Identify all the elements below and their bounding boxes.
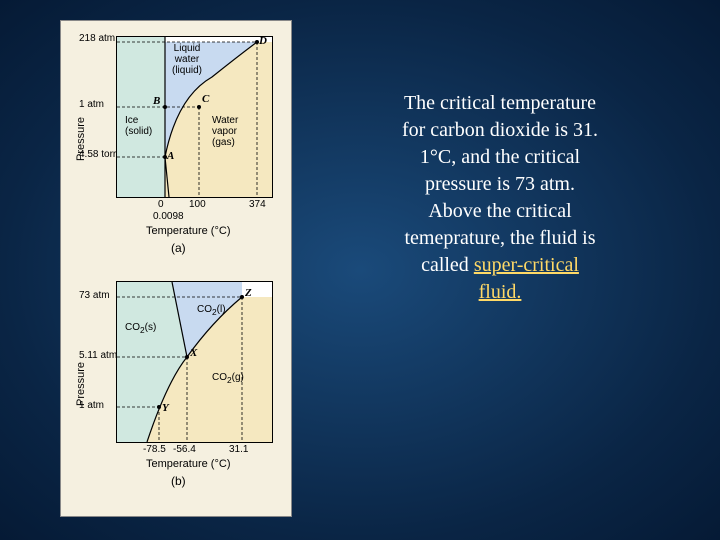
point-A: A [167,150,174,162]
xlabel-b: Temperature (°C) [146,458,230,470]
xtick-a-0: 0 [158,199,164,210]
solid-label-b: CO2(s) [125,322,156,335]
description-text: The critical temperature for carbon diox… [400,90,600,306]
xsub-a: 0.0098 [153,211,184,222]
gas-label-b: CO2(g) [212,372,244,385]
liquid-label-b: CO2(l) [197,304,226,317]
point-B: B [153,95,160,107]
xtick-b-0: -78.5 [143,444,166,455]
point-Z: Z [245,287,252,299]
point-D: D [259,35,267,47]
ylabel-a: Pressure [75,117,87,161]
ylabel-b: Pressure [75,362,87,406]
xtick-b-2: 31.1 [229,444,248,455]
ytick-a-1: 1 atm [79,99,104,110]
point-C: C [202,93,209,105]
co2-phase-diagram: CO2(s) CO2(l) CO2(g) X Y Z 73 atm 5.11 a… [71,276,281,506]
point-X: X [190,347,197,359]
point-Y: Y [162,402,169,414]
sublabel-a: (a) [171,241,186,255]
xtick-a-1: 100 [189,199,206,210]
sublabel-b: (b) [171,474,186,488]
water-phase-diagram: Liquidwater(liquid) Ice(solid) Watervapo… [71,31,281,261]
plot-b: CO2(s) CO2(l) CO2(g) X Y Z [116,281,273,443]
gas-label-a: Watervapor(gas) [212,115,238,148]
xtick-a-2: 374 [249,199,266,210]
ytick-b-1: 5.11 atm [79,350,117,361]
ytick-b-0: 73 atm [79,290,110,301]
xtick-b-1: -56.4 [173,444,196,455]
description-highlight: super-critical fluid. [474,254,579,303]
description-main: The critical temperature for carbon diox… [402,92,598,276]
phase-diagrams-figure: Liquidwater(liquid) Ice(solid) Watervapo… [60,20,292,517]
plot-a: Liquidwater(liquid) Ice(solid) Watervapo… [116,36,273,198]
solid-label-a: Ice(solid) [125,115,152,137]
plot-b-svg [117,282,272,442]
xlabel-a: Temperature (°C) [146,225,230,237]
ytick-a-0: 218 atm [79,33,115,44]
liquid-label-a: Liquidwater(liquid) [172,43,202,76]
